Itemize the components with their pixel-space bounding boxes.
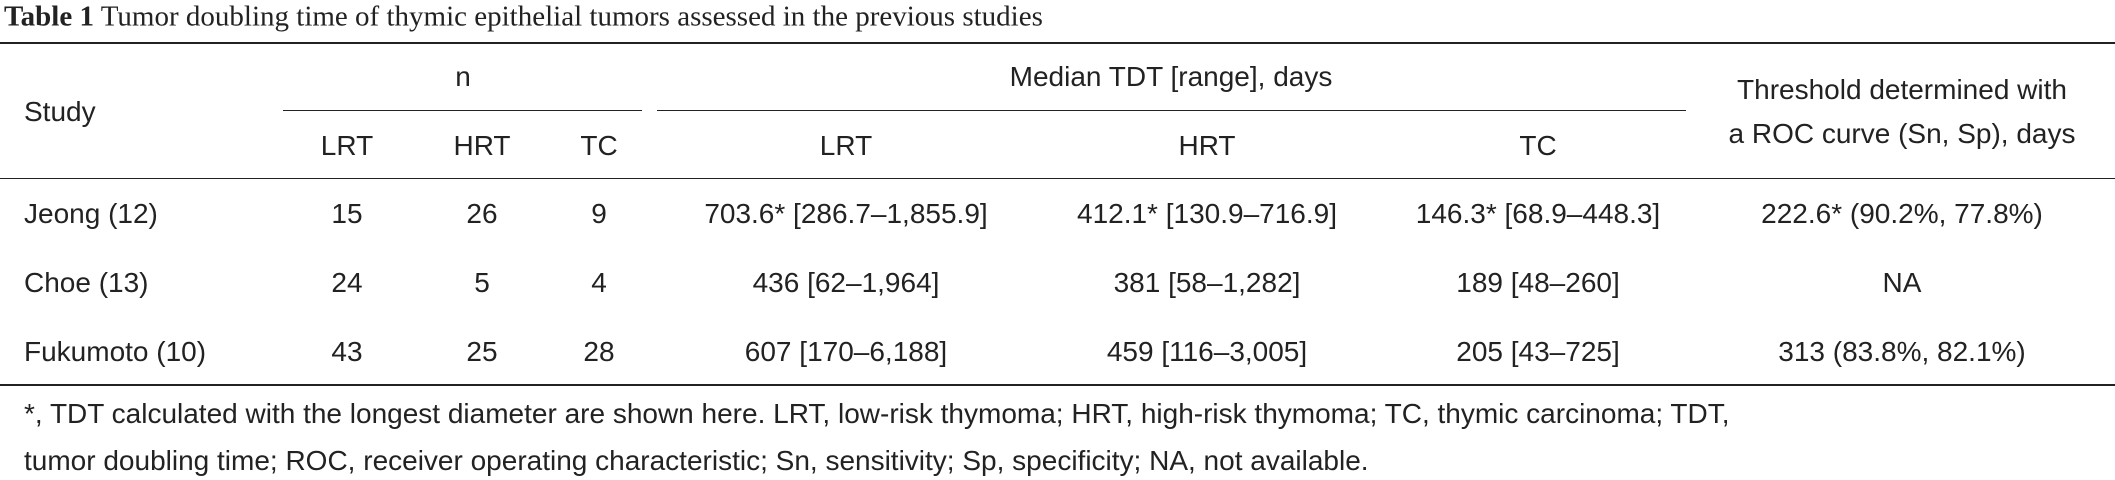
table-cell: 24 bbox=[331, 267, 363, 298]
table-cell: 222.6* (90.2%, 77.8%) bbox=[1761, 198, 2043, 229]
table-cell: NA bbox=[1882, 267, 1922, 298]
header-cell: Study bbox=[24, 96, 96, 127]
table-cell: 26 bbox=[466, 198, 498, 229]
table-cell: 313 (83.8%, 82.1%) bbox=[1778, 336, 2026, 367]
subheader-cell: HRT bbox=[1178, 130, 1236, 161]
table-cell: 607 [170–6,188] bbox=[744, 336, 948, 367]
table-cell: 205 [43–725] bbox=[1456, 336, 1620, 367]
table-cell: 146.3* [68.9–448.3] bbox=[1415, 198, 1661, 229]
top-rule bbox=[0, 42, 2115, 44]
header-rule bbox=[0, 178, 2115, 179]
table-cell: 5 bbox=[474, 267, 490, 298]
group-rule bbox=[657, 110, 1686, 111]
footnote-line: tumor doubling time; ROC, receiver opera… bbox=[24, 445, 1369, 476]
table-cell: 459 [116–3,005] bbox=[1106, 336, 1308, 367]
table-cell: 43 bbox=[331, 336, 363, 367]
table-cell: 4 bbox=[591, 267, 607, 298]
table-cell: 9 bbox=[591, 198, 607, 229]
subheader-cell: LRT bbox=[819, 130, 873, 161]
caption-label: Table 1 bbox=[4, 0, 94, 33]
group-rule bbox=[283, 110, 642, 111]
table-cell: 436 [62–1,964] bbox=[752, 267, 940, 298]
subheader-cell: TC bbox=[1519, 130, 1557, 161]
table-cell: 703.6* [286.7–1,855.9] bbox=[704, 198, 988, 229]
table-cell: 381 [58–1,282] bbox=[1113, 267, 1301, 298]
header-cell: Median TDT [range], days bbox=[1009, 61, 1333, 92]
table-cell: 189 [48–260] bbox=[1456, 267, 1620, 298]
footnote-line: *, TDT calculated with the longest diame… bbox=[24, 398, 1730, 429]
bottom-rule bbox=[0, 384, 2115, 386]
header-cell: Threshold determined with bbox=[1737, 74, 2067, 105]
table-cell: 15 bbox=[331, 198, 363, 229]
row-label: Choe (13) bbox=[24, 267, 149, 298]
header-cell: a ROC curve (Sn, Sp), days bbox=[1728, 118, 2076, 149]
caption-text: Tumor doubling time of thymic epithelial… bbox=[100, 0, 1043, 33]
table-cell: 412.1* [130.9–716.9] bbox=[1076, 198, 1338, 229]
table-cell: 25 bbox=[466, 336, 498, 367]
row-label: Fukumoto (10) bbox=[24, 336, 207, 367]
table-cell: 28 bbox=[583, 336, 615, 367]
row-label: Jeong (12) bbox=[24, 198, 158, 229]
subheader-cell: LRT bbox=[320, 130, 374, 161]
header-cell: n bbox=[455, 61, 471, 92]
subheader-cell: TC bbox=[580, 130, 618, 161]
subheader-cell: HRT bbox=[453, 130, 511, 161]
caption: Table 1 Tumor doubling time of thymic ep… bbox=[4, 0, 1043, 33]
